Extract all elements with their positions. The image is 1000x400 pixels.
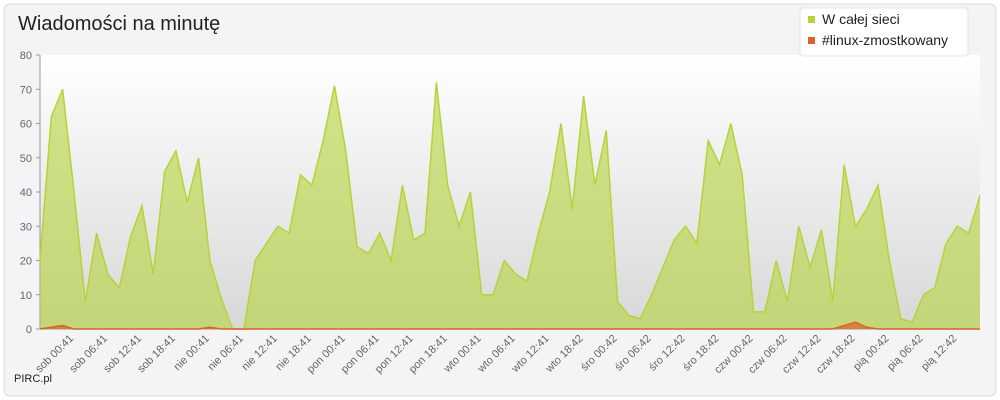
legend-box	[799, 7, 969, 57]
y-tick-label: 10	[20, 290, 32, 302]
legend-label: W całej sieci	[822, 11, 900, 27]
footer: PIRC.pl	[14, 373, 52, 385]
y-tick-label: 30	[20, 221, 32, 233]
y-tick-label: 80	[20, 50, 32, 62]
line	[39, 82, 981, 330]
y-tick-label: 50	[20, 153, 32, 165]
area	[40, 82, 980, 330]
y-tick-label: 40	[20, 187, 32, 199]
y-tick-label: 20	[20, 256, 32, 268]
y-tick-label: 60	[20, 119, 32, 131]
legend-swatch	[808, 16, 815, 23]
chart-title: Wiadomości na minutę	[18, 13, 220, 35]
line	[39, 321, 980, 330]
y-tick-label: 70	[20, 84, 32, 96]
legend-swatch	[808, 37, 815, 44]
legend-label: #linux-zmostkowany	[822, 32, 948, 48]
y-tick-label: 0	[26, 324, 32, 336]
